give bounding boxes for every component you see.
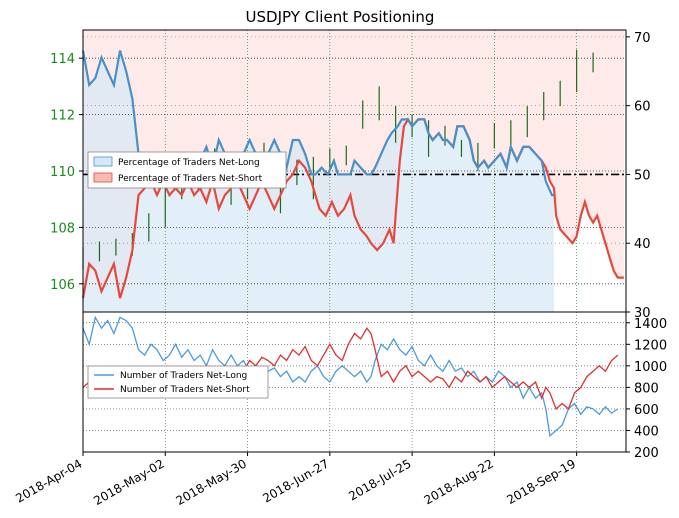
price-tick-label-110: 110 [50,165,75,180]
count-tick-label-1000: 1000 [634,360,667,375]
legend-top-box [87,151,287,189]
x-tick-label-2: 2018-May-30 [174,456,249,508]
legend-label-net-long-count: Number of Traders Net-Long [120,371,247,381]
pct-tick-label-30: 30 [634,306,651,321]
chart-title: USDJPY Client Positioning [246,8,435,26]
pct-tick-label-70: 70 [634,31,651,46]
count-tick-label-600: 600 [634,403,659,418]
legend-label-net-long-pct: Percentage of Traders Net-Long [118,158,260,168]
legend-swatch-net-long-pct [93,156,113,167]
price-panel: 106 108 110 112 114 30 40 50 60 70 Percentage of… [50,29,651,321]
net-long-count-line [82,315,619,438]
legend-label-net-short-pct: Percentage of Traders Net-Short [118,174,263,184]
count-tick-label-1400: 1400 [634,317,667,332]
net-long-area-fill [83,50,554,312]
count-axis-right: 200 400 600 800 1000 1200 1400 [626,317,667,461]
legend-bottom-box [87,365,269,399]
net-long-area [83,50,554,312]
count-tick-label-400: 400 [634,424,659,439]
x-tick-label-6: 2018-Sep-19 [504,456,578,507]
price-tick-label-112: 112 [50,109,75,124]
legend-top: Percentage of Traders Net-Long Percentag… [87,151,287,189]
count-tick-label-800: 800 [634,381,659,396]
x-tick-label-5: 2018-Aug-22 [422,456,496,507]
x-axis: 2018-Apr-04 2018-May-02 2018-May-30 2018-Ju… [13,452,578,508]
price-tick-label-106: 106 [50,278,75,293]
count-panel: 200 400 600 800 1000 1200 1400 Number of Trade… [82,311,667,461]
price-tick-label-108: 108 [50,221,75,236]
x-tick-label-1: 2018-May-02 [91,456,166,508]
x-tick-label-4: 2018-Jul-25 [346,456,413,503]
legend-bottom: Number of Traders Net-Long Number of Tra… [87,365,269,399]
count-tick-label-200: 200 [634,446,659,461]
legend-swatch-net-short-pct [93,172,113,183]
x-tick-label-0: 2018-Apr-04 [13,456,84,505]
pct-tick-label-50: 50 [634,168,651,183]
price-axis-left: 106 108 110 112 114 [50,52,83,293]
legend-label-net-short-count: Number of Traders Net-Short [120,385,250,395]
count-tick-label-1200: 1200 [634,338,667,353]
price-tick-label-114: 114 [50,52,75,67]
percent-axis-right: 30 40 50 60 70 [626,31,651,321]
pct-tick-label-40: 40 [634,237,651,252]
count-panel-frame [82,311,627,453]
x-tick-label-3: 2018-Jun-27 [260,456,331,505]
pct-tick-label-60: 60 [634,100,651,115]
